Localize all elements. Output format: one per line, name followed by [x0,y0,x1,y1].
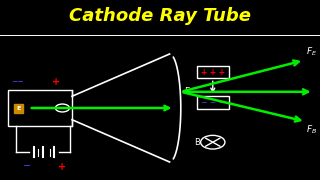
Text: B: B [194,138,200,147]
Text: + + +: + + + [201,68,225,76]
Text: −: − [23,161,31,172]
Text: $F_B$: $F_B$ [306,123,317,136]
Bar [8,90,72,126]
Text: E: E [16,105,20,111]
Text: $F_E$: $F_E$ [306,46,317,58]
Text: +: + [58,161,67,172]
Text: −−: −− [11,77,24,86]
Bar [197,66,229,78]
Bar [197,96,229,109]
Text: Cathode Ray Tube: Cathode Ray Tube [69,7,251,25]
Text: E: E [185,87,190,96]
Bar [14,103,23,112]
Text: − − −: − − − [201,98,225,107]
Text: +: + [52,77,60,87]
